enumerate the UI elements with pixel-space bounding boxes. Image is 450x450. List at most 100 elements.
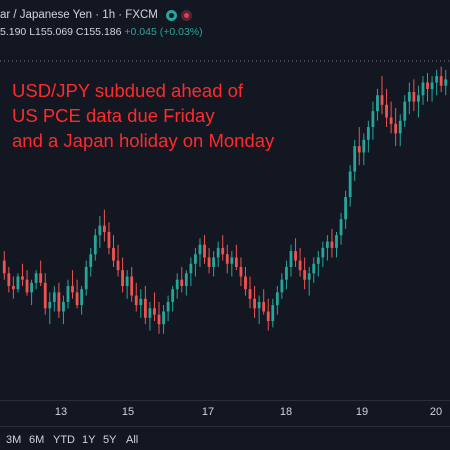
candle-body	[2, 260, 6, 274]
candle-body	[380, 95, 384, 105]
candle-body	[175, 279, 179, 290]
ohlc-partial: 5.190	[0, 26, 27, 38]
x-tick-label: 13	[54, 406, 68, 418]
candle-body	[303, 270, 307, 280]
chart-annotation: USD/JPY subdued ahead of US PCE data due…	[12, 78, 274, 153]
range-all-button[interactable]: All	[126, 434, 139, 446]
candle	[366, 120, 370, 153]
candle	[84, 260, 88, 296]
x-tick-label: 15	[121, 406, 135, 418]
candle-body	[430, 82, 434, 89]
candle	[180, 266, 184, 293]
candle	[21, 263, 24, 287]
candle-body	[57, 292, 61, 312]
ohlc-change: +0.045 (+0.03%)	[124, 26, 203, 38]
candle-body	[148, 308, 152, 318]
annotation-line-3: and a Japan holiday on Monday	[12, 130, 275, 151]
candle-body	[75, 292, 79, 306]
candle-body	[362, 139, 366, 153]
candle-body	[312, 263, 316, 274]
candle	[239, 257, 243, 287]
candle	[134, 282, 138, 312]
x-axis-line	[0, 400, 450, 401]
candle-body	[257, 301, 261, 309]
candle-body	[357, 146, 361, 153]
candle	[225, 244, 229, 274]
candlestick-chart[interactable]	[0, 0, 450, 400]
candle-body	[285, 266, 288, 280]
candle	[362, 133, 366, 166]
candle	[244, 266, 247, 296]
candle	[294, 238, 297, 267]
symbol-title[interactable]: ar / Japanese Yen · 1h · FXCM	[0, 9, 158, 21]
candle-body	[216, 247, 220, 258]
candle	[407, 82, 411, 115]
candle-body	[11, 286, 15, 290]
range-1y-button[interactable]: 1Y	[82, 434, 96, 446]
range-5y-button[interactable]: 5Y	[103, 434, 117, 446]
candle	[248, 276, 252, 309]
candle	[325, 235, 329, 261]
candle	[11, 276, 15, 299]
candle	[253, 286, 256, 318]
range-ytd-button[interactable]: YTD	[53, 434, 75, 446]
candle	[221, 235, 225, 261]
candle	[75, 279, 79, 309]
candle	[2, 251, 6, 280]
candle-body	[239, 266, 243, 277]
candle	[189, 257, 193, 287]
candle	[62, 295, 65, 325]
candle	[16, 273, 20, 293]
candle-body	[335, 235, 338, 248]
candle-body	[248, 289, 252, 299]
candle	[312, 257, 316, 283]
x-tick-label: 19	[355, 406, 369, 418]
candle-body	[157, 314, 161, 325]
candle-body	[125, 276, 129, 287]
candle	[307, 266, 311, 296]
candle	[321, 241, 325, 267]
candle-body	[234, 257, 238, 267]
candle-body	[280, 279, 284, 293]
candle	[112, 235, 115, 267]
candle	[194, 247, 197, 277]
candle-body	[34, 273, 38, 283]
candle-body	[143, 298, 147, 318]
candle	[353, 139, 357, 182]
candle-body	[307, 273, 311, 280]
candle	[257, 295, 261, 325]
candle-body	[294, 251, 297, 261]
candle	[212, 251, 216, 277]
candle	[216, 241, 220, 267]
candle-body	[107, 231, 111, 248]
candle-body	[62, 301, 65, 312]
candle	[417, 85, 420, 118]
range-3m-button[interactable]: 3M	[6, 434, 22, 446]
alert-icon[interactable]	[180, 9, 192, 21]
candle	[289, 244, 293, 277]
candle	[102, 209, 106, 242]
candle-body	[403, 101, 407, 121]
candle	[394, 107, 398, 147]
ohlc-close: C155.186	[75, 26, 122, 38]
candle	[426, 72, 429, 102]
candle	[316, 251, 320, 277]
candle	[412, 79, 416, 112]
candle-body	[180, 279, 184, 287]
candle	[444, 69, 448, 96]
candle	[203, 235, 206, 264]
candle-body	[153, 308, 156, 315]
candle	[303, 257, 307, 290]
candle	[39, 260, 43, 287]
candle-body	[225, 254, 229, 264]
candle	[262, 289, 266, 315]
candle	[66, 279, 70, 309]
candle	[298, 247, 302, 277]
candle	[7, 266, 11, 293]
candle	[175, 273, 179, 299]
candle-body	[130, 276, 134, 296]
candle	[280, 273, 284, 299]
candle	[207, 247, 211, 274]
range-6m-button[interactable]: 6M	[29, 434, 45, 446]
